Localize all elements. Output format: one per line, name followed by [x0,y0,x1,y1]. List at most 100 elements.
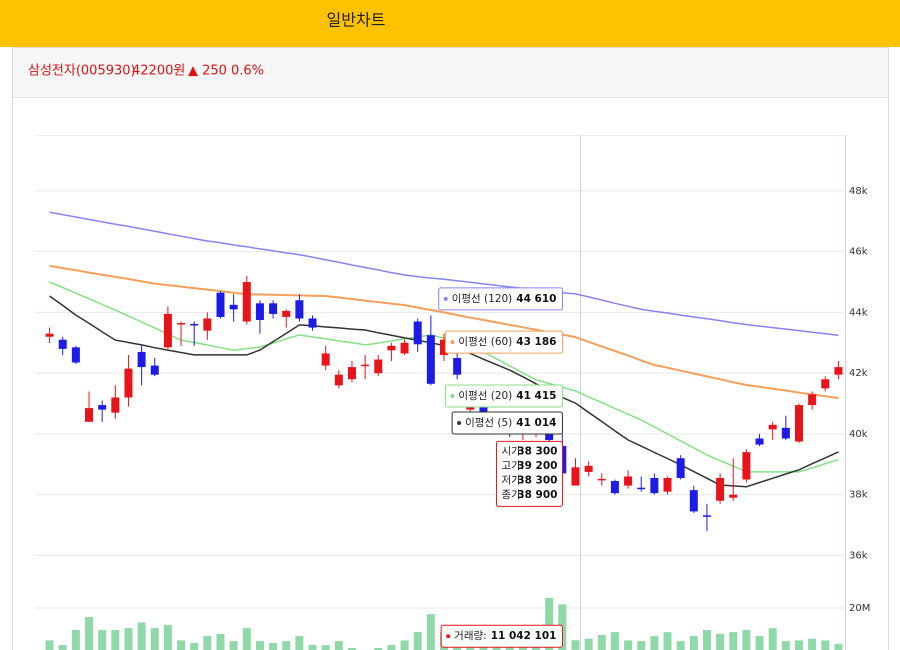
candle-body [163,313,172,348]
volume-bar [137,622,146,650]
stock-bar [13,48,888,97]
candle-body [85,408,94,422]
candle-body [321,353,330,366]
candle-body [702,515,711,517]
candle-body [190,323,199,326]
y-tick-label: 38k [849,490,868,501]
candle-body [216,292,225,317]
volume-bar [426,614,435,650]
volume-bar [45,640,54,650]
tooltip-dot [457,420,462,425]
candle-body [597,478,606,481]
candle-body [282,310,291,317]
candle-body [374,359,383,374]
tooltip-value: 41 014 [516,417,556,429]
candle-body [45,333,54,337]
candle-body [387,345,396,351]
tooltip-value: 11 042 101 [491,630,557,642]
candle-body [242,282,251,322]
tooltip-name: 시가: [501,445,524,457]
header-title: 일반차트 [327,11,386,30]
volume-bar [177,640,186,650]
candle-body [137,351,146,368]
volume-bar [85,617,94,650]
volume-bar [308,645,317,650]
candle-body [150,365,159,375]
volume-bar [242,628,251,650]
volume-bar [269,642,278,650]
stock-price: 42200원 [132,64,185,79]
volume-bar [334,641,343,650]
tooltip-box [444,384,563,408]
tooltip-box [495,440,563,507]
candle-body [676,458,685,478]
tooltip-value: 44 610 [516,293,556,305]
header-bar [0,0,900,47]
tooltip-box [444,330,563,354]
volume-bar [821,640,830,650]
volume-bar [716,633,725,650]
volume-bar [676,641,685,650]
candle-body [742,452,751,480]
tooltip-dot [450,340,455,345]
y-tick-label: 44k [849,307,868,318]
candle-body [269,303,278,314]
volume-bar [124,628,133,650]
candle-body [821,379,830,389]
y-tick-label: 36k [849,550,868,561]
candle-body [637,487,646,490]
volume-bar [637,641,646,650]
candle-body [729,494,738,498]
volume-bar [111,629,120,650]
volume-bar [374,647,383,650]
y-tick-label: 48k [849,186,868,197]
candle-body [440,339,448,355]
volume-bar [282,641,291,650]
tooltip-name: 이평선 (5) [465,417,512,429]
volume-bar [545,597,554,650]
tooltip-value: 38 300 [517,445,557,457]
volume-bar [229,641,238,650]
candle-body [453,357,462,375]
volume-tooltip: 11 042 101 거래량: [440,624,563,648]
volume-bar [597,635,606,650]
volume-bar [584,638,593,650]
candle-body [610,481,619,494]
candle-body [768,424,777,430]
ma-line [49,264,839,400]
volume-bar [150,628,159,650]
candle-body [834,367,843,375]
y-tick-label: 46k [849,247,868,258]
volume-bar [295,636,304,650]
tooltip-name: 이평선 (60) [458,336,512,348]
tooltip-name: 종가: [501,489,524,501]
stock-change: ▲ 250 [188,64,227,79]
tooltip-name: 이평선 (120) [452,293,513,305]
volume-bar [624,640,633,650]
candle-body [203,318,212,331]
volume-bar [663,632,672,650]
tooltip-value: 38 900 [517,489,557,501]
tooltip-dot [446,634,451,639]
volume-bar [190,642,199,650]
candle-body [716,477,725,501]
y-tick-label: 40k [849,429,868,440]
candle-body [111,397,120,413]
candle-body [255,303,264,321]
volume-bar [794,640,803,650]
tooltip-value: 39 200 [517,460,557,472]
candle-body [689,490,698,512]
volume-bar [400,640,409,650]
volume-tick-label: 20M [849,603,870,614]
stock-rate: 0.6% [231,64,264,79]
candle-body [479,403,488,419]
candle-body [229,304,238,310]
candle-body [98,405,107,410]
tooltip-dot [450,393,455,398]
tooltip-dot [443,296,448,301]
volume-bar [755,636,764,650]
candle-body [755,438,764,445]
